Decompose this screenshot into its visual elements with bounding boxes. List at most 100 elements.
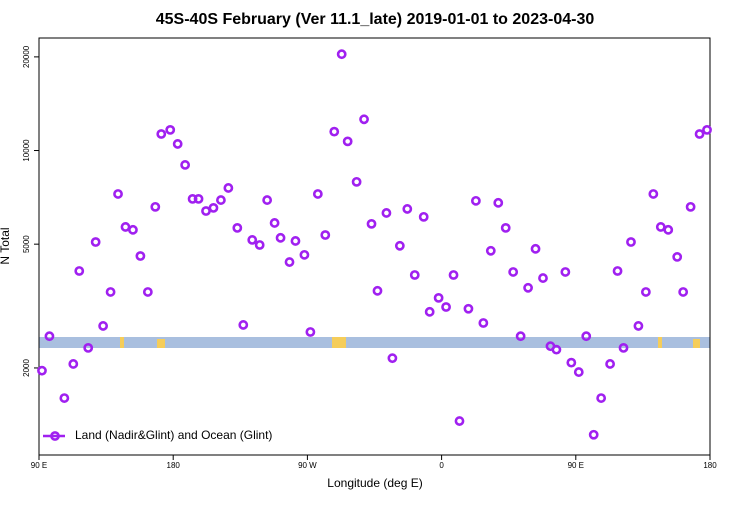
y-axis-label: N Total: [0, 227, 12, 264]
point: [678, 287, 689, 297]
point: [618, 342, 629, 353]
point: [508, 267, 519, 277]
legend-label: Land (Nadir&Glint) and Ocean (Glint): [75, 428, 272, 442]
point: [290, 236, 301, 246]
point: [216, 195, 226, 205]
point: [478, 318, 489, 328]
point: [560, 267, 571, 277]
point: [172, 139, 183, 149]
point: [312, 189, 323, 199]
point: [655, 222, 666, 232]
point: [402, 204, 413, 214]
x-tick-label: 90 W: [298, 461, 317, 470]
point: [156, 129, 167, 139]
point: [381, 208, 392, 218]
point: [694, 129, 705, 139]
point: [329, 126, 340, 137]
point: [394, 240, 405, 251]
point: [262, 195, 273, 205]
chart-title: 45S-40S February (Ver 11.1_late) 2019-01…: [156, 11, 595, 28]
y-tick-label: 5000: [22, 235, 31, 253]
point: [254, 240, 265, 250]
point: [702, 124, 712, 135]
glint-mark: [693, 339, 700, 348]
point: [284, 257, 295, 267]
x-tick-label: 0: [439, 461, 444, 470]
x-tick-label: 180: [703, 461, 717, 470]
point: [612, 266, 623, 276]
point: [201, 206, 211, 216]
point: [247, 235, 258, 245]
point: [223, 183, 234, 193]
point: [135, 251, 146, 261]
point: [359, 114, 369, 125]
point: [663, 224, 674, 235]
plot-frame: [38, 37, 711, 456]
glint-mark: [120, 337, 124, 348]
point: [538, 273, 548, 283]
point: [37, 365, 47, 376]
point: [44, 331, 55, 342]
point: [366, 218, 377, 229]
point: [441, 302, 451, 312]
point: [463, 303, 474, 314]
point: [424, 306, 435, 317]
point: [351, 176, 362, 187]
point: [342, 136, 353, 147]
point: [409, 270, 420, 280]
point: [238, 320, 249, 330]
point: [573, 367, 584, 377]
glint-mark: [658, 337, 662, 348]
point: [566, 357, 577, 368]
point: [128, 224, 138, 235]
point: [551, 344, 562, 355]
point: [208, 202, 219, 213]
x-tick-label: 90 E: [568, 461, 584, 470]
point: [105, 287, 116, 297]
point: [515, 331, 526, 342]
point: [275, 232, 286, 243]
point: [493, 197, 504, 208]
y-tick-label: 20000: [22, 45, 31, 68]
point: [672, 252, 683, 262]
point: [59, 393, 70, 403]
point: [418, 211, 429, 222]
point: [269, 218, 280, 228]
legend-marker: [50, 431, 60, 441]
point: [193, 194, 204, 204]
y-tick-label: 2000: [22, 359, 31, 377]
point: [90, 237, 101, 247]
point: [605, 359, 615, 369]
point: [142, 287, 153, 297]
y-tick-label: 10000: [22, 139, 31, 162]
point: [320, 230, 331, 240]
point: [523, 282, 533, 293]
point: [581, 331, 592, 342]
point: [588, 429, 599, 440]
point: [372, 285, 383, 296]
point: [98, 321, 109, 331]
point: [500, 222, 511, 233]
point: [305, 327, 316, 337]
point: [68, 359, 79, 369]
x-tick-label: 180: [167, 461, 181, 470]
x-axis-label: Longitude (deg E): [327, 476, 422, 490]
point: [433, 292, 444, 303]
point: [596, 393, 607, 403]
point: [648, 189, 659, 199]
point: [113, 189, 123, 199]
point: [685, 201, 696, 212]
point: [530, 243, 541, 254]
point: [640, 287, 651, 297]
x-tick-label: 90 E: [31, 461, 47, 470]
point: [470, 195, 481, 206]
point: [454, 416, 465, 426]
point: [485, 245, 496, 256]
glint-marks: [120, 337, 700, 348]
point: [299, 249, 310, 260]
point: [74, 266, 85, 276]
point: [165, 124, 176, 135]
point: [180, 160, 191, 170]
point: [83, 342, 94, 353]
